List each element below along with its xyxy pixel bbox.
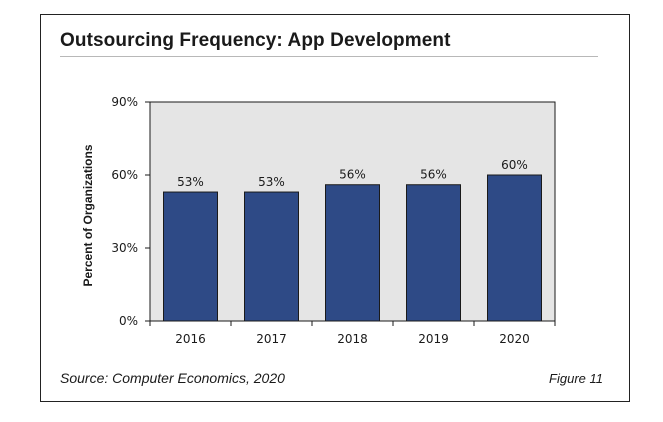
bar-value-label: 56% — [339, 168, 366, 182]
x-tick-label: 2018 — [337, 332, 368, 346]
bar — [244, 191, 299, 322]
bar — [487, 174, 542, 322]
y-tick-label: 60% — [111, 168, 138, 182]
x-tick-label: 2019 — [418, 332, 449, 346]
y-tick-label: 0% — [119, 314, 138, 328]
y-tick-label: 30% — [111, 241, 138, 255]
y-axis-label: Percent of Organizations — [81, 144, 95, 286]
y-axis-ticks: 0% 30% 60% 90% — [111, 95, 150, 328]
source-note: Source: Computer Economics, 2020 — [60, 370, 285, 386]
y-tick-label: 90% — [111, 95, 138, 109]
bar-value-label: 56% — [420, 168, 447, 182]
bar — [325, 184, 380, 322]
x-axis-ticks: 2016 2017 2018 2019 2020 — [149, 321, 556, 346]
chart-title: Outsourcing Frequency: App Development — [60, 30, 451, 51]
bars — [163, 174, 542, 322]
bar — [163, 191, 218, 322]
bar-value-label: 53% — [258, 175, 285, 189]
bar-value-label: 53% — [177, 175, 204, 189]
bar — [406, 184, 461, 322]
bar-value-label: 60% — [501, 158, 528, 172]
x-tick-label: 2017 — [256, 332, 287, 346]
x-tick-label: 2016 — [175, 332, 206, 346]
figure-number: Figure 11 — [549, 371, 603, 386]
title-divider — [60, 56, 598, 57]
x-tick-label: 2020 — [499, 332, 530, 346]
data-labels: 53% 53% 56% 56% 60% — [177, 158, 528, 189]
